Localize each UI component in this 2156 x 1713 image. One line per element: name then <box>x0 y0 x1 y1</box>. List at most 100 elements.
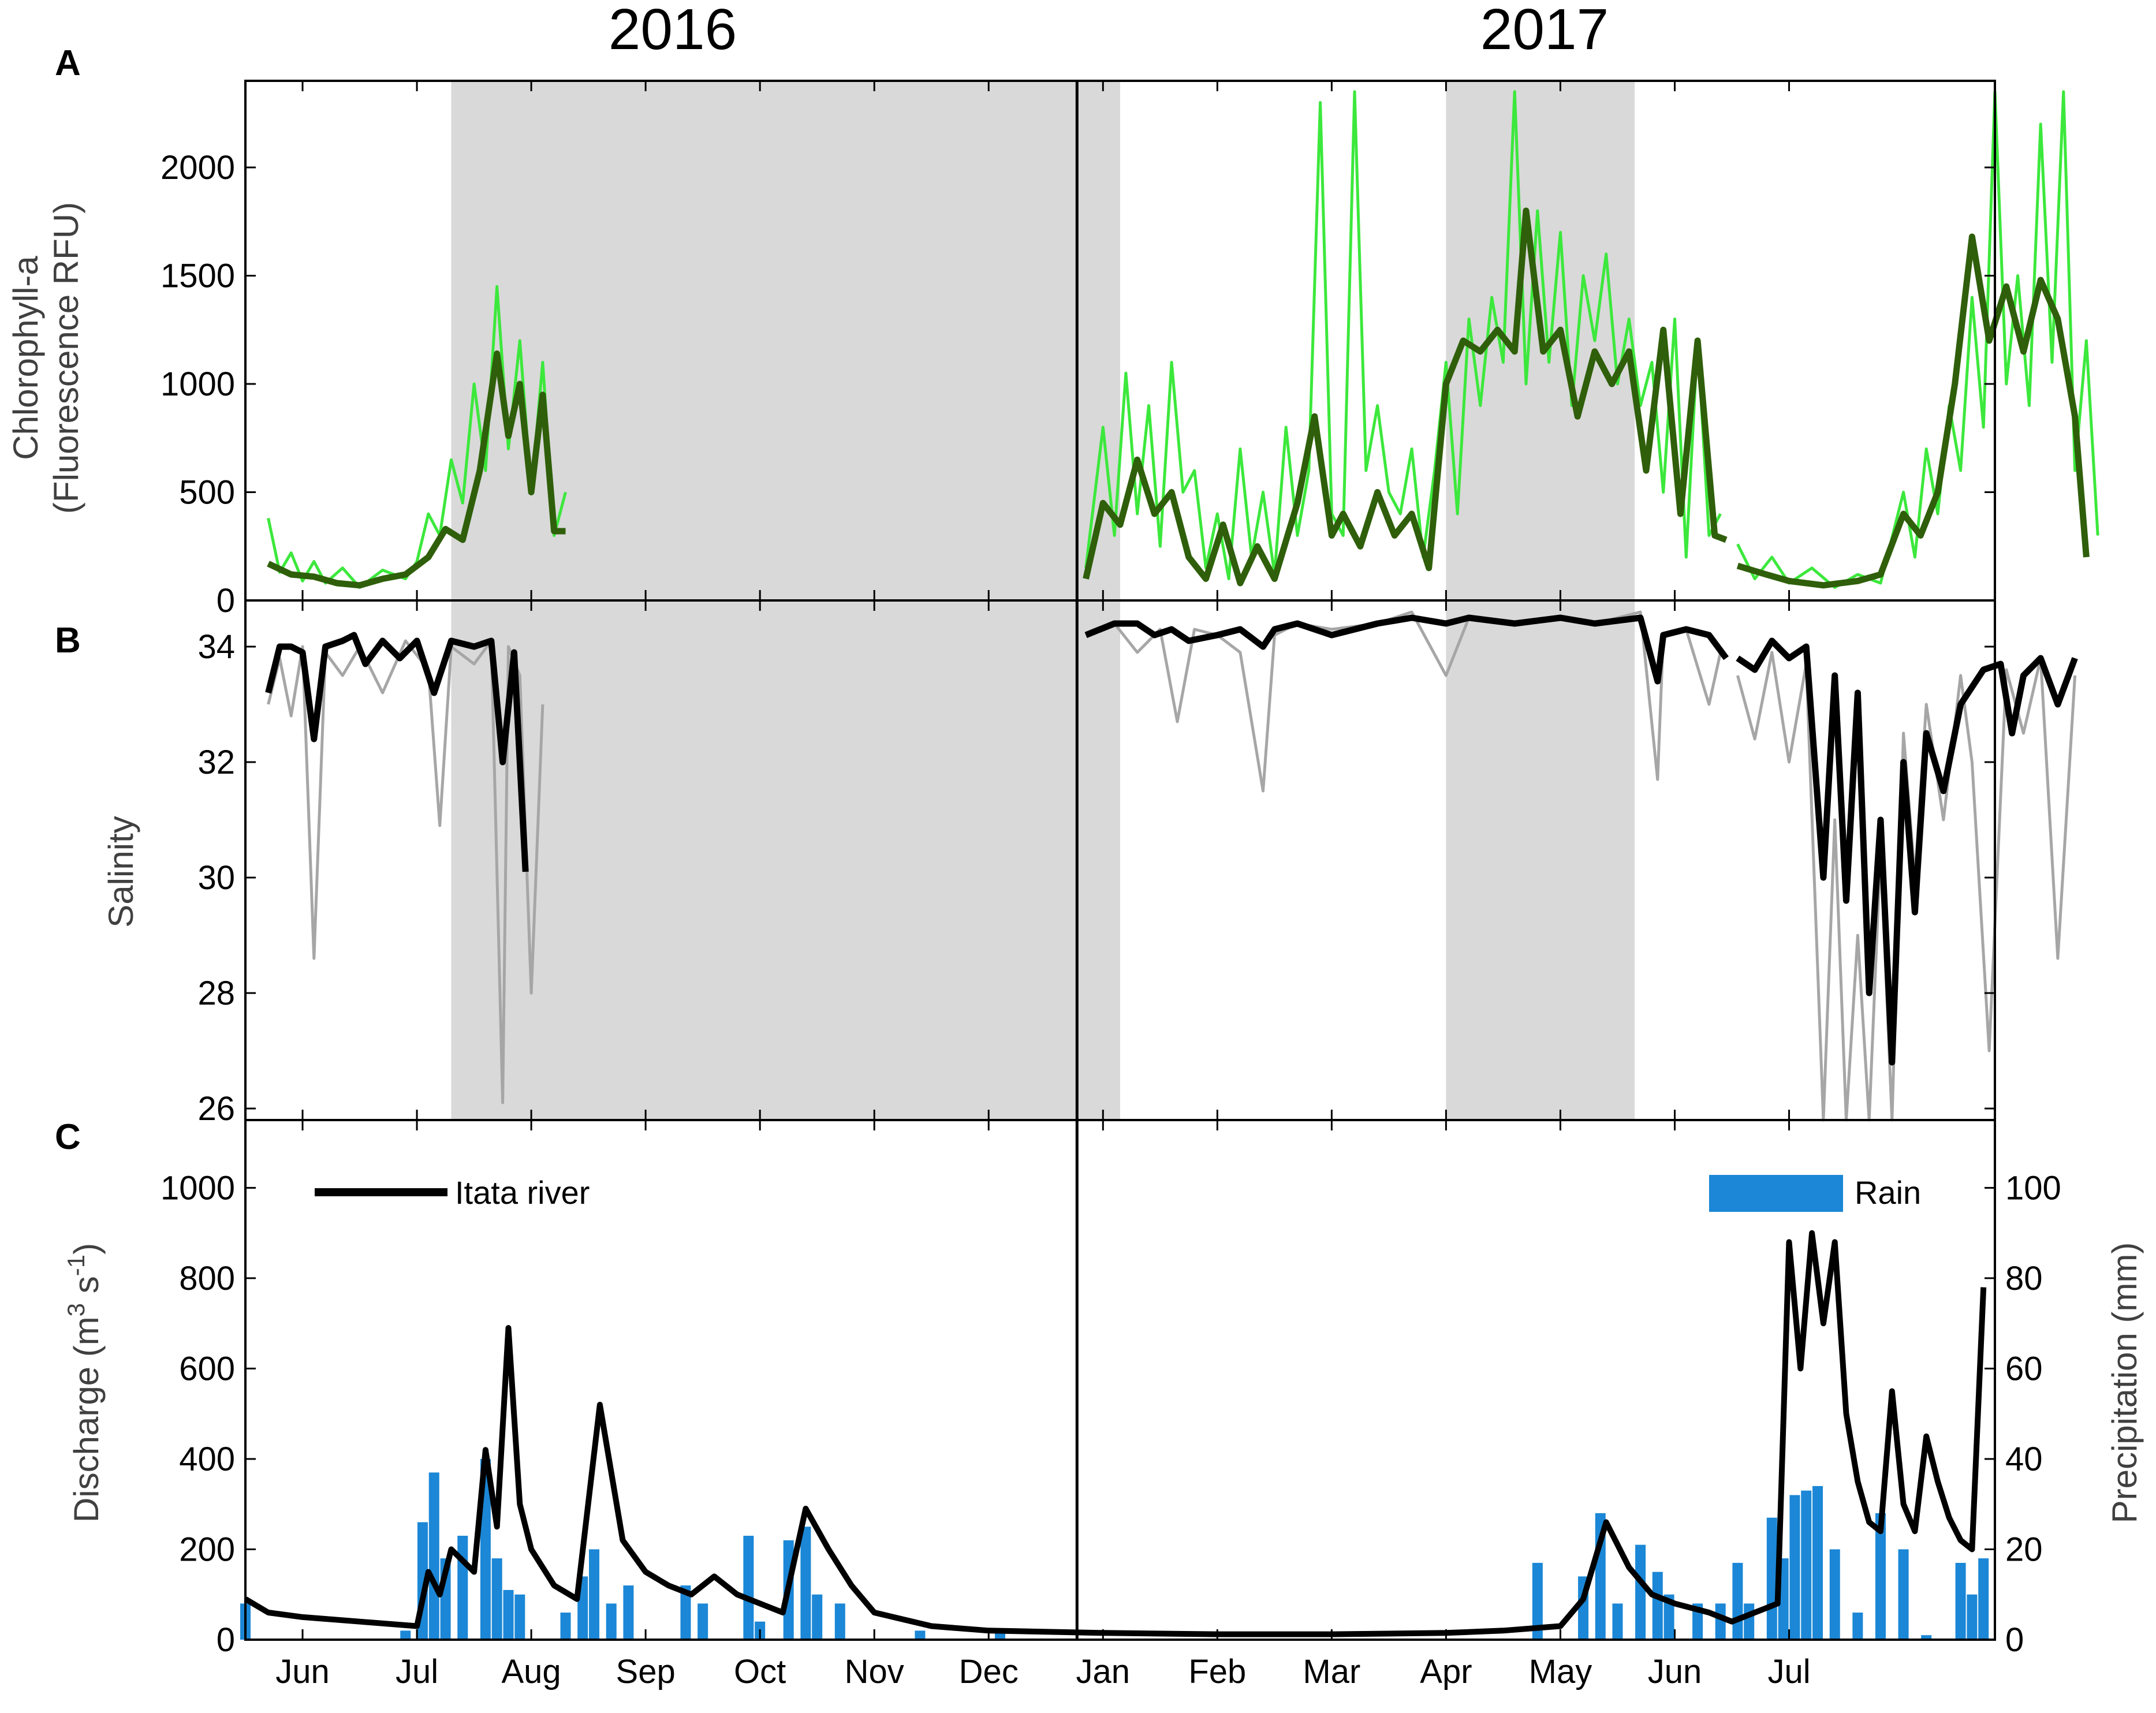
panel-c-discharge-precip: C 0 200 400 600 800 1000 0 20 40 60 80 100 Jun Jul A… <box>55 1117 2144 1690</box>
panel-b-salinity: B 26 28 30 32 34 Salinity <box>55 600 2078 1128</box>
rain-bar-22 <box>834 1603 845 1640</box>
panel-c-legend: Itata river Rain <box>315 1174 1921 1212</box>
x-tick-label-12: Jun <box>1648 1653 1702 1690</box>
dis-y-tick-label-1000: 1000 <box>161 1169 235 1207</box>
panel-c-rain-bars <box>240 1458 1989 1640</box>
rain-bar-46 <box>1955 1562 1966 1640</box>
rain-bar-3 <box>428 1472 439 1640</box>
chl-series-0-segment-1 <box>1084 90 1722 580</box>
x-tick-label-11: May <box>1529 1653 1592 1690</box>
rain-bar-30 <box>1652 1572 1663 1640</box>
rain-bar-5 <box>457 1536 468 1640</box>
chl-y-tick-label-500: 500 <box>179 474 235 512</box>
rain-bar-10 <box>560 1613 571 1640</box>
dis-y-tick-label-400: 400 <box>179 1440 235 1478</box>
gap-shade-b-1 <box>1446 600 1635 1120</box>
sal-y-tick-label-34: 34 <box>197 628 235 666</box>
x-tick-label-5: Nov <box>845 1653 904 1690</box>
panel-a-series <box>267 90 2099 589</box>
rain-bar-7 <box>491 1558 502 1640</box>
gap-shade-b-0 <box>451 600 1120 1120</box>
rain-bar-34 <box>1732 1562 1743 1640</box>
chl-series-1-segment-0 <box>267 350 566 589</box>
pre-y-tick-label-100: 100 <box>2005 1169 2061 1207</box>
rain-bar-38 <box>1789 1495 1800 1640</box>
rain-bar-21 <box>812 1594 823 1640</box>
x-tick-label-6: Dec <box>959 1653 1019 1690</box>
rain-bar-12 <box>589 1549 600 1640</box>
x-tick-label-3: Sep <box>616 1653 676 1690</box>
rain-bar-42 <box>1852 1613 1863 1640</box>
legend-itata-label: Itata river <box>455 1174 590 1211</box>
dis-y-tick-label-800: 800 <box>179 1260 235 1297</box>
rain-bar-23 <box>915 1630 926 1640</box>
chl-y-tick-label-1500: 1500 <box>161 257 235 295</box>
panel-a-x-ticks <box>301 81 1791 600</box>
dis-y-tick-label-200: 200 <box>179 1531 235 1568</box>
rain-bar-14 <box>623 1585 634 1640</box>
chl-y-tick-label-0: 0 <box>217 582 235 619</box>
panel-b-x-ticks <box>301 600 1791 1120</box>
legend-rain-label: Rain <box>1855 1174 1921 1211</box>
panel-a-chlorophyll: A 0 500 1000 1500 2000 Chlorophyll-a (Fluore… <box>6 43 2099 619</box>
rain-bar-41 <box>1829 1549 1840 1640</box>
dis-y-tick-label-600: 600 <box>179 1350 235 1387</box>
panel-b-gap-shading <box>451 600 1635 1120</box>
year-label-2016: 2016 <box>609 0 737 62</box>
x-tick-label-4: Oct <box>734 1653 786 1690</box>
x-tick-label-2: Aug <box>501 1653 561 1690</box>
sal-series-0-segment-2 <box>1736 651 2077 1122</box>
sal-y-tick-label-28: 28 <box>197 975 235 1012</box>
chl-series-0-segment-0 <box>267 285 567 589</box>
x-tick-label-10: Apr <box>1420 1653 1472 1690</box>
panel-c-x-ticks: Jun Jul Aug Sep Oct Nov Dec Jan Feb Mar Apr May Jun J… <box>275 1120 1811 1690</box>
panel-b-ylabel: Salinity <box>102 816 140 927</box>
rain-bar-47 <box>1967 1594 1978 1640</box>
panel-c-left-y-ticks: 0 200 400 600 800 1000 <box>161 1169 1995 1659</box>
chl-series-0-segment-2 <box>1736 90 2099 589</box>
x-tick-label-0: Jun <box>275 1653 330 1690</box>
rain-bar-17 <box>743 1536 754 1640</box>
rain-bar-9 <box>514 1594 525 1640</box>
panel-c-right-y-ticks: 0 20 40 60 80 100 <box>2005 1169 2061 1659</box>
rain-bar-44 <box>1898 1549 1909 1640</box>
panel-letter-a: A <box>55 43 81 83</box>
panel-letter-c: C <box>55 1117 81 1157</box>
panel-frame-c <box>244 1119 1996 1641</box>
panel-b-series <box>265 610 2078 1122</box>
panel-c-right-ylabel: Precipitation (mm) <box>2105 1242 2144 1524</box>
sal-y-tick-label-26: 26 <box>197 1090 235 1128</box>
rain-bar-29 <box>1635 1544 1646 1640</box>
chl-y-tick-label-2000: 2000 <box>161 149 235 186</box>
chl-y-tick-label-1000: 1000 <box>161 365 235 403</box>
x-tick-label-9: Mar <box>1303 1653 1360 1690</box>
rain-bar-35 <box>1744 1603 1755 1640</box>
rain-bar-43 <box>1875 1513 1886 1640</box>
panel-a-ylabel-line1: Chlorophyll-a <box>6 256 45 460</box>
panel-frames <box>244 80 1996 1641</box>
pre-y-tick-label-80: 80 <box>2005 1260 2043 1297</box>
pre-y-tick-label-40: 40 <box>2005 1440 2043 1478</box>
rain-bar-40 <box>1812 1486 1823 1640</box>
rain-bar-13 <box>606 1603 617 1640</box>
panel-c-discharge-line <box>244 1230 1987 1637</box>
x-tick-label-13: Jul <box>1767 1653 1810 1690</box>
chl-series-1-segment-2 <box>1736 233 2090 589</box>
x-tick-label-1: Jul <box>396 1653 438 1690</box>
panel-b-y-ticks: 26 28 30 32 34 <box>197 628 1995 1128</box>
sal-y-tick-label-30: 30 <box>197 859 235 897</box>
pre-y-tick-label-20: 20 <box>2005 1531 2043 1568</box>
panel-letter-b: B <box>55 621 81 660</box>
panel-c-left-ylabel: Discharge (m3 s-1) <box>62 1243 106 1522</box>
sal-series-1-segment-1 <box>1084 614 1729 685</box>
rain-bar-1 <box>400 1630 411 1640</box>
rain-bar-31 <box>1663 1594 1674 1640</box>
sal-series-1-segment-2 <box>1736 637 2078 1066</box>
rain-bar-39 <box>1801 1490 1812 1640</box>
discharge-line <box>244 1230 1987 1637</box>
rain-bar-28 <box>1612 1603 1623 1640</box>
panel-a-ylabel-line2: (Fluorescence RFU) <box>47 202 85 514</box>
rain-bar-15 <box>680 1585 691 1640</box>
rain-bar-48 <box>1978 1558 1989 1640</box>
